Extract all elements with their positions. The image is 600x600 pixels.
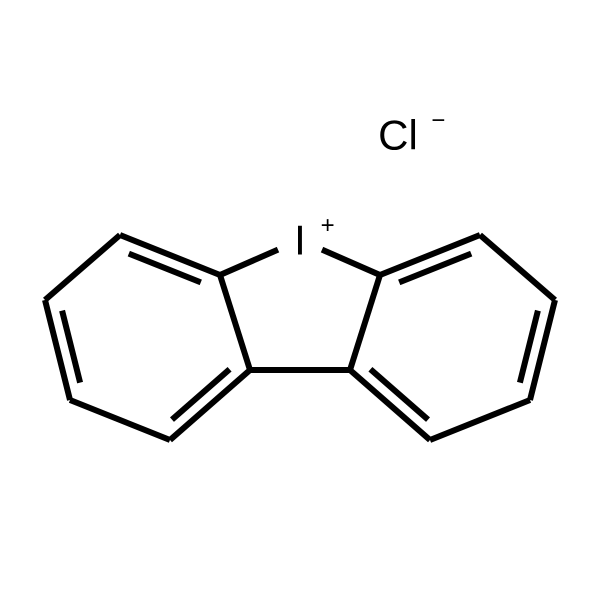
i-atom-label: I — [294, 217, 306, 264]
cl-atom-label: Cl — [378, 112, 418, 159]
i-charge: + — [321, 212, 335, 239]
cl-charge: − — [431, 107, 445, 134]
molecule-canvas: I + Cl− — [0, 0, 600, 600]
